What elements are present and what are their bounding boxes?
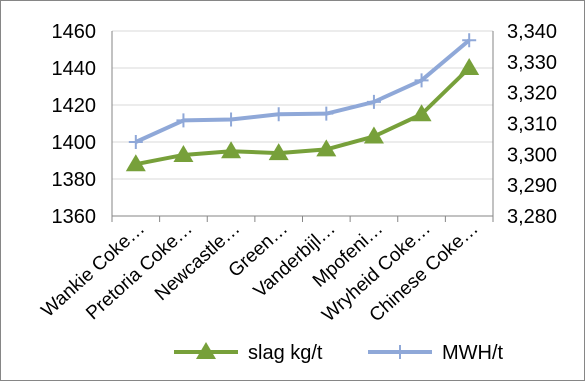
y-left-tick-label: 1380	[52, 169, 97, 191]
series-slag-kg-t	[125, 58, 480, 172]
axes	[111, 31, 494, 222]
plus-marker	[366, 94, 381, 109]
y-right-tick-label: 3,330	[507, 52, 557, 74]
series-mwh-t	[128, 33, 477, 149]
right-y-axis: 3,280 3,290 3,300 3,310 3,320 3,330 3,340	[507, 21, 557, 228]
plus-marker	[271, 107, 286, 122]
y-left-tick-label: 1460	[52, 21, 97, 43]
y-right-tick-label: 3,320	[507, 83, 557, 105]
plus-marker	[224, 112, 239, 127]
plus-marker	[319, 106, 334, 121]
gridlines	[112, 30, 493, 217]
legend-item: slag kg/t	[174, 342, 323, 364]
triangle-marker	[363, 126, 384, 144]
left-y-axis: 1360 1380 1400 1420 1440 1460	[52, 21, 97, 228]
legend-label: slag kg/t	[248, 342, 323, 364]
y-right-tick-label: 3,310	[507, 114, 557, 136]
triangle-marker	[125, 154, 146, 172]
series-lines	[125, 33, 480, 172]
plus-marker	[128, 135, 143, 149]
plus-marker	[393, 345, 407, 359]
triangle-marker	[411, 104, 432, 122]
triangle-marker	[268, 143, 289, 161]
y-left-tick-label: 1420	[52, 95, 97, 117]
triangle-marker	[221, 141, 242, 159]
legend-label: MWH/t	[442, 342, 504, 364]
triangle-marker	[196, 342, 216, 359]
legend-item: MWH/t	[368, 342, 504, 364]
plus-marker	[176, 113, 191, 128]
y-right-tick-label: 3,290	[507, 175, 557, 197]
triangle-marker	[173, 144, 194, 162]
series-line	[134, 38, 471, 144]
y-right-tick-label: 3,300	[507, 144, 557, 166]
y-right-tick-label: 3,280	[507, 206, 557, 228]
y-left-tick-label: 1440	[52, 58, 97, 80]
triangle-marker	[459, 58, 480, 75]
legend: slag kg/t MWH/t	[174, 342, 504, 364]
plus-marker	[462, 33, 477, 48]
y-left-tick-label: 1360	[52, 206, 97, 228]
triangle-marker	[316, 139, 337, 157]
plus-marker	[414, 73, 429, 88]
y-left-tick-label: 1400	[52, 132, 97, 154]
y-right-tick-label: 3,340	[507, 21, 557, 43]
x-axis-categories: Wankie Coke…Pretoria Coke…Newcastle…Gree…	[38, 218, 483, 326]
